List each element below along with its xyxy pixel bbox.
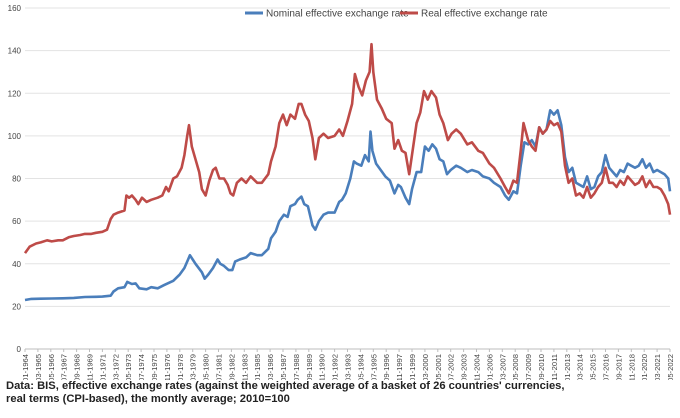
x-tick-label: 03-2007	[498, 354, 507, 380]
x-tick-label: 01-1999	[408, 354, 417, 380]
x-tick-label: 11-1997	[395, 354, 404, 380]
x-tick-label: 05-1973	[124, 354, 133, 380]
legend-label: Real effective exchange rate	[421, 9, 548, 20]
x-tick-label: 01-2020	[640, 354, 649, 380]
x-tick-label: 11-2004	[473, 354, 482, 380]
x-tick-label: 07-1988	[292, 354, 301, 380]
x-tick-label: 11-1969	[86, 354, 95, 380]
x-tick-label: 01-2013	[563, 354, 572, 380]
y-tick-label: 120	[8, 89, 22, 98]
x-tick-label: 09-2010	[537, 354, 546, 380]
x-tick-label: 03-1972	[111, 354, 120, 380]
x-tick-label: 09-1975	[150, 354, 159, 380]
x-tick-label: 01-2006	[485, 354, 494, 380]
x-tick-label: 11-1990	[318, 354, 327, 380]
x-tick-label: 11-1983	[240, 354, 249, 380]
series-lines	[23, 42, 672, 302]
x-tick-label: 09-2003	[460, 354, 469, 380]
legend-label: Nominal effective exchange rate	[266, 9, 409, 20]
exchange-rate-chart: 0 20 40 60 80 100 120 140 160 01-1964 03-1965 05-1…	[8, 4, 675, 380]
x-tick-label: 07-1974	[137, 354, 146, 380]
x-tick-label: 07-2016	[602, 354, 611, 380]
x-tick-label: 05-1966	[47, 354, 56, 380]
x-tick-label: 09-1996	[382, 354, 391, 380]
y-tick-label: 140	[8, 47, 22, 56]
y-tick-label: 160	[8, 4, 22, 13]
y-axis-ticks: 0 20 40 60 80 100 120 140 160	[8, 4, 22, 354]
x-tick-label: 05-2015	[589, 354, 598, 380]
x-tick-label: 09-2017	[614, 354, 623, 380]
y-tick-label: 20	[12, 302, 21, 311]
x-tick-label: 07-1981	[215, 354, 224, 380]
x-tick-label: 03-1986	[266, 354, 275, 380]
y-tick-label: 100	[8, 132, 22, 141]
x-tick-label: 01-1985	[253, 354, 262, 380]
nominal-series-line	[24, 109, 672, 302]
x-tick-label: 09-1982	[227, 354, 236, 380]
x-tick-label: 01-1971	[98, 354, 107, 380]
x-tick-label: 11-2011	[550, 354, 559, 380]
x-tick-label: 09-1968	[73, 354, 82, 380]
x-tick-label: 11-2018	[627, 354, 636, 380]
y-tick-label: 0	[17, 345, 22, 354]
x-tick-label: 05-1980	[202, 354, 211, 380]
x-tick-label: 07-2002	[447, 354, 456, 380]
x-tick-label: 05-2022	[666, 354, 675, 380]
x-tick-label: 05-1994	[356, 354, 365, 380]
x-tick-label: 01-1992	[331, 354, 340, 380]
x-tick-label: 07-2009	[524, 354, 533, 380]
x-tick-label: 03-2021	[653, 354, 662, 380]
x-tick-label: 05-2001	[434, 354, 443, 380]
x-tick-label: 01-1978	[176, 354, 185, 380]
x-tick-label: 03-1979	[189, 354, 198, 380]
x-tick-label: 05-1987	[279, 354, 288, 380]
x-tick-label: 07-1995	[369, 354, 378, 380]
x-tick-label: 03-1965	[34, 354, 43, 380]
x-tick-label: 03-2014	[576, 354, 585, 380]
x-tick-label: 01-1964	[21, 354, 30, 380]
caption-line-1: Data: BIS, effective exchange rates (aga…	[6, 380, 565, 392]
y-tick-label: 60	[12, 217, 21, 226]
real-series-line	[23, 42, 672, 254]
x-axis-ticks: 01-1964 03-1965 05-1966 07-1967 09-1968 11-19…	[21, 349, 675, 380]
x-tick-label: 03-1993	[344, 354, 353, 380]
legend: Nominal effective exchange rate Real effe…	[245, 9, 548, 20]
y-tick-label: 80	[12, 175, 21, 184]
x-tick-label: 05-2008	[511, 354, 520, 380]
caption-line-2: real terms (CPI-based), the montly avera…	[6, 393, 290, 405]
y-tick-label: 40	[12, 260, 21, 269]
x-tick-label: 07-1967	[60, 354, 69, 380]
source-caption: Data: BIS, effective exchange rates (aga…	[6, 380, 666, 406]
gridlines	[25, 7, 670, 350]
x-tick-label: 11-1976	[163, 354, 172, 380]
x-tick-label: 09-1989	[305, 354, 314, 380]
x-tick-label: 03-2000	[421, 354, 430, 380]
